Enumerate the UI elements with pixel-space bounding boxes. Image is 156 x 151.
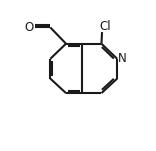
Text: Cl: Cl: [99, 20, 111, 33]
Text: O: O: [25, 21, 34, 34]
Text: N: N: [118, 52, 127, 65]
